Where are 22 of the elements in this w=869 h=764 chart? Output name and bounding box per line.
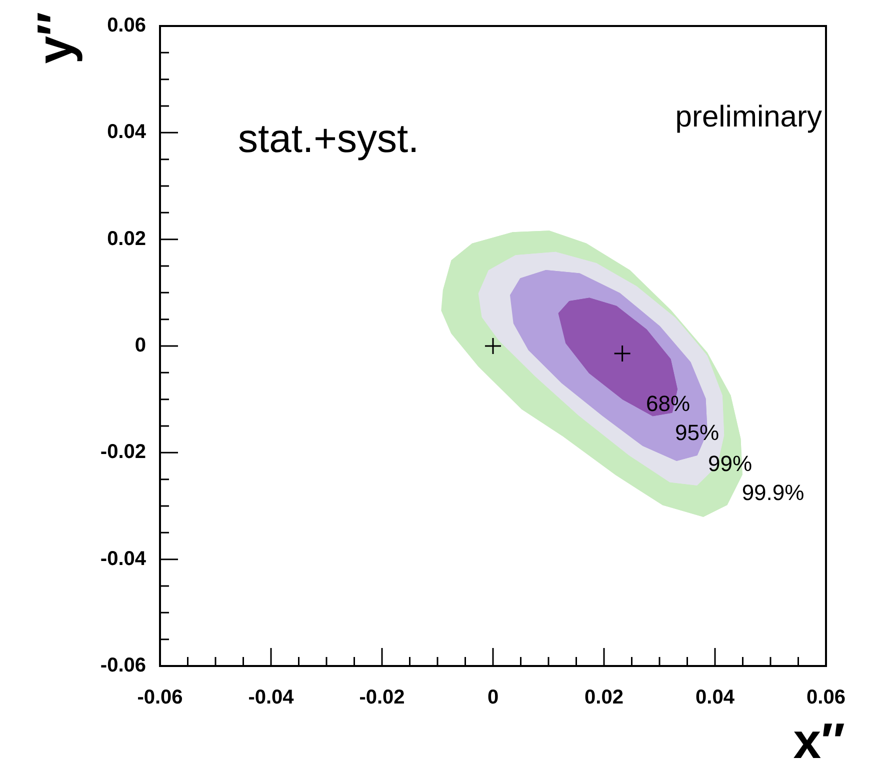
y-axis-title: y′′ bbox=[27, 12, 83, 64]
y-tick-label: 0.04 bbox=[107, 121, 147, 144]
x-tick-label: 0 bbox=[487, 686, 499, 709]
y-tick-label: 0 bbox=[134, 334, 146, 357]
x-tick-label: 0.02 bbox=[584, 686, 624, 709]
x-tick-label: -0.04 bbox=[248, 686, 295, 709]
y-tick-label: 0.02 bbox=[107, 228, 146, 250]
x-tick-label: 0.04 bbox=[696, 686, 736, 709]
annotation: 68% bbox=[646, 391, 690, 416]
annotation: preliminary bbox=[675, 100, 822, 134]
x-tick-label: -0.02 bbox=[359, 686, 405, 709]
y-tick-label: -0.02 bbox=[100, 441, 146, 464]
x-tick-label: -0.06 bbox=[137, 686, 183, 709]
y-tick-label: 0.06 bbox=[107, 14, 146, 37]
x-tick-label: 0.06 bbox=[806, 686, 846, 709]
annotation: 95% bbox=[674, 420, 720, 446]
x-axis-title: x′′ bbox=[793, 713, 845, 764]
annotation: 99% bbox=[708, 451, 752, 476]
annotation: stat.+syst. bbox=[238, 117, 420, 162]
y-tick-label: -0.06 bbox=[100, 654, 146, 677]
y-tick-label: -0.04 bbox=[100, 548, 147, 570]
annotation: 99.9% bbox=[742, 480, 804, 506]
